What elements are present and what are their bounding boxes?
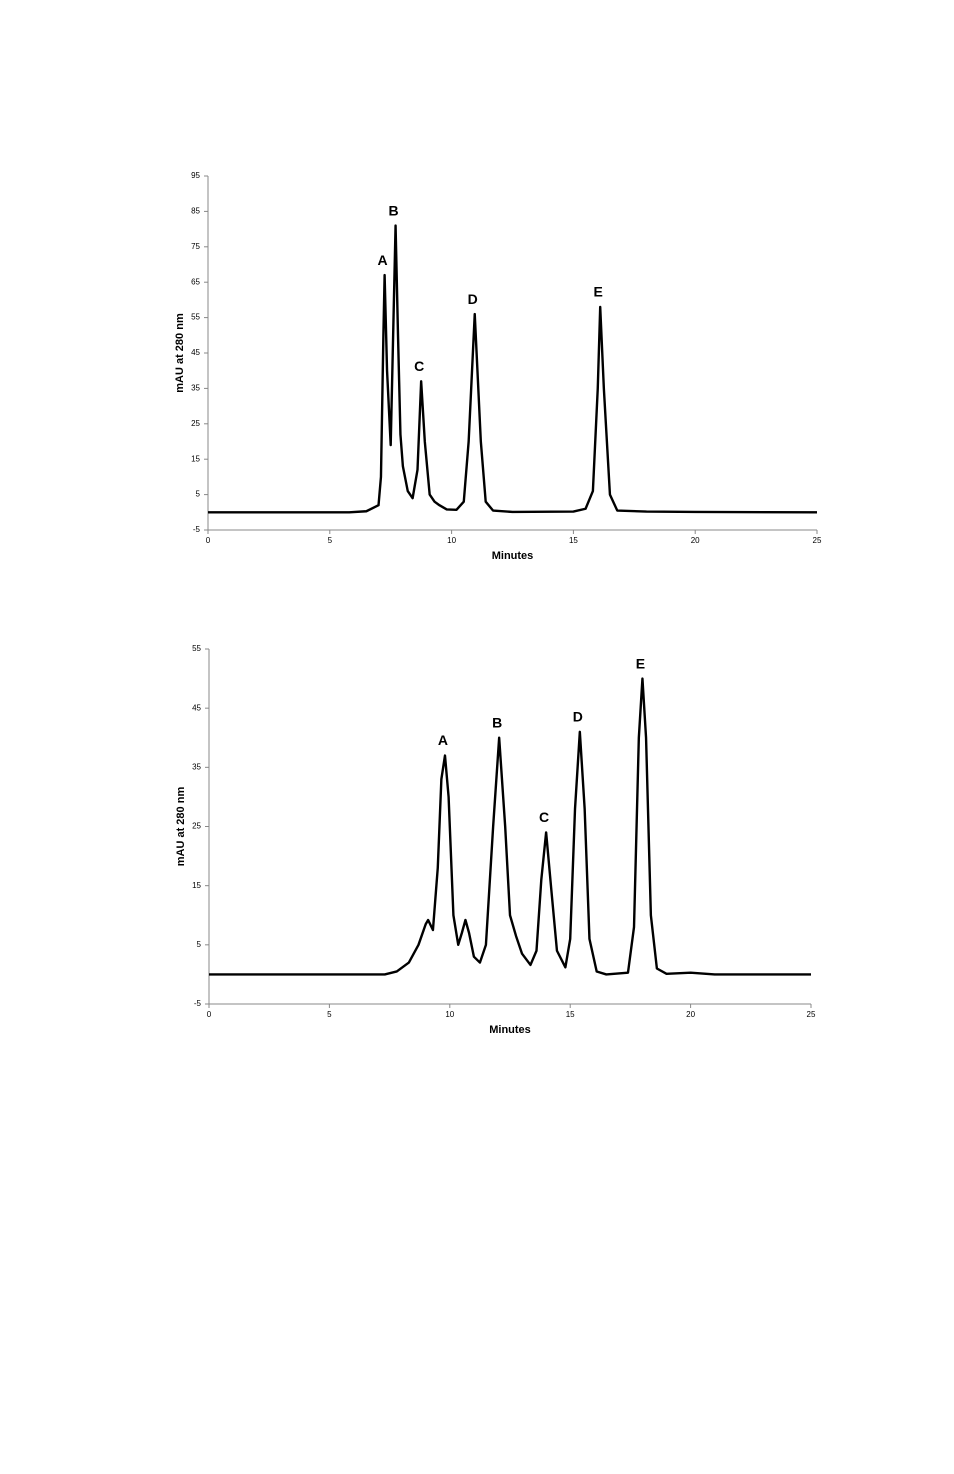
y-tick-label: 5 — [196, 490, 201, 499]
peak-label: E — [594, 284, 603, 300]
y-tick-label: 45 — [191, 348, 200, 357]
y-tick-label: 95 — [191, 171, 200, 180]
peak-label: C — [539, 809, 549, 825]
x-tick-label: 20 — [691, 536, 700, 545]
x-tick-label: 20 — [686, 1010, 695, 1019]
y-tick-label: -5 — [194, 999, 202, 1008]
x-tick-label: 10 — [445, 1010, 454, 1019]
peak-label: A — [438, 732, 448, 748]
x-tick-label: 5 — [328, 536, 333, 545]
y-tick-label: 5 — [197, 940, 202, 949]
peak-label: E — [636, 655, 645, 671]
x-tick-label: 0 — [206, 536, 211, 545]
x-tick-label: 25 — [813, 536, 822, 545]
y-tick-label: 55 — [191, 313, 200, 322]
peak-label: D — [573, 709, 583, 725]
y-tick-label: 55 — [192, 644, 201, 653]
x-tick-label: 15 — [569, 536, 578, 545]
y-tick-label: 75 — [191, 242, 200, 251]
peak-label: B — [492, 714, 502, 730]
x-tick-label: 25 — [807, 1010, 816, 1019]
chromatogram-line — [208, 224, 818, 514]
y-tick-label: 85 — [191, 207, 200, 216]
peak-label: C — [414, 358, 424, 374]
x-axis-title: Minutes — [489, 1024, 531, 1036]
x-tick-label: 10 — [447, 536, 456, 545]
x-tick-label: 0 — [207, 1010, 212, 1019]
x-tick-label: 15 — [566, 1010, 575, 1019]
y-tick-label: -5 — [193, 525, 201, 534]
peak-label: D — [468, 291, 478, 307]
y-tick-label: 45 — [192, 703, 201, 712]
y-axis-title: mAU at 280 nm — [174, 313, 186, 393]
x-tick-label: 5 — [327, 1010, 332, 1019]
y-axis-title: mAU at 280 nm — [175, 787, 187, 867]
y-tick-label: 25 — [192, 822, 201, 831]
y-tick-label: 25 — [191, 419, 200, 428]
y-tick-label: 15 — [191, 454, 200, 463]
peak-label: A — [378, 252, 388, 268]
y-tick-label: 35 — [191, 384, 200, 393]
chromatogram-line — [209, 677, 811, 976]
peak-label: B — [389, 202, 399, 218]
x-axis-title: Minutes — [492, 550, 534, 562]
y-tick-label: 15 — [192, 881, 201, 890]
y-tick-label: 65 — [191, 277, 200, 286]
y-tick-label: 35 — [192, 762, 201, 771]
